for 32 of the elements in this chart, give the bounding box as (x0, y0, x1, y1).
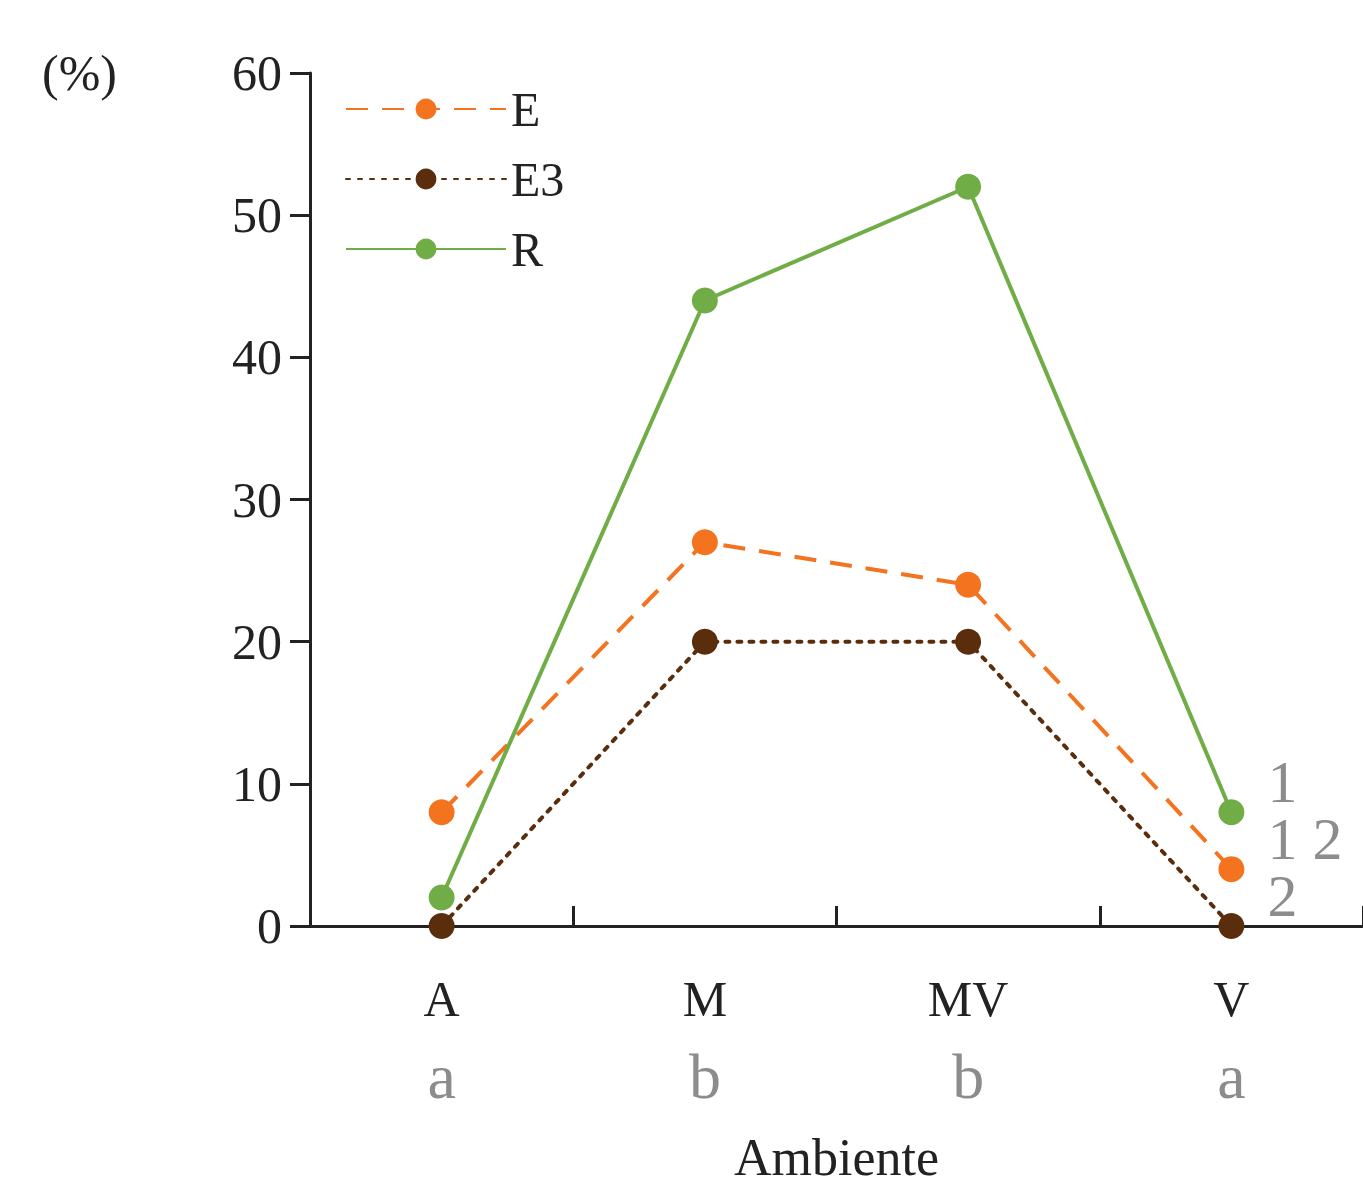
legend-label: R (511, 222, 544, 276)
point (691, 287, 718, 314)
text: a (427, 1040, 456, 1112)
y-tick-label: 60 (232, 45, 282, 101)
point (955, 571, 982, 598)
point (955, 628, 982, 655)
y-tick-label: 20 (232, 613, 282, 670)
text: a (1217, 1040, 1246, 1112)
point (428, 884, 455, 911)
x-axis-title: Ambiente (733, 1128, 940, 1186)
text: b (688, 1040, 721, 1112)
point (428, 799, 455, 826)
text: b (952, 1040, 985, 1112)
y-tick-label: 50 (232, 187, 282, 244)
y-tick-label: 10 (232, 755, 282, 812)
y-tick-label: 30 (232, 471, 282, 528)
legend-label: E (511, 82, 541, 136)
x-tick-label: A (423, 971, 460, 1027)
point (428, 913, 455, 939)
x-tick-label: M (682, 971, 728, 1027)
point (1218, 913, 1245, 939)
point (1218, 856, 1245, 883)
y-axis-title: (%) (42, 45, 117, 101)
legend-label: E3 (511, 152, 565, 206)
x-tick-label: MV (927, 971, 1009, 1027)
y-tick-label: 0 (257, 898, 282, 954)
point (1218, 799, 1245, 826)
x-tick-label: V (1213, 971, 1250, 1027)
y-tick-label: 40 (232, 329, 282, 386)
point (691, 628, 718, 655)
point (955, 173, 982, 200)
point (691, 529, 718, 556)
